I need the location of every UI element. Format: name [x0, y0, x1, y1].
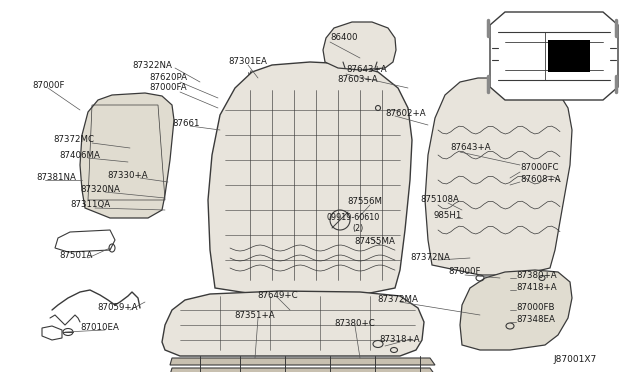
Polygon shape	[80, 93, 174, 218]
Polygon shape	[323, 22, 396, 70]
Polygon shape	[425, 78, 572, 275]
Text: 87501A: 87501A	[60, 250, 93, 260]
Polygon shape	[170, 368, 435, 372]
Text: 87330+A: 87330+A	[108, 170, 148, 180]
Polygon shape	[490, 12, 618, 100]
Text: 87643+A: 87643+A	[450, 144, 491, 153]
Text: 87301EA: 87301EA	[228, 58, 268, 67]
Text: 87010EA: 87010EA	[81, 323, 120, 331]
Text: 87351+A: 87351+A	[235, 311, 275, 320]
Polygon shape	[460, 270, 572, 350]
Text: (2): (2)	[353, 224, 364, 232]
Text: 87318+A: 87318+A	[380, 336, 420, 344]
Polygon shape	[170, 358, 435, 365]
Text: 09919-60610: 09919-60610	[326, 214, 380, 222]
Text: 87643+A: 87643+A	[346, 65, 387, 74]
Text: 87322NA: 87322NA	[132, 61, 172, 70]
Text: 87455MA: 87455MA	[355, 237, 396, 247]
Text: 87608+A: 87608+A	[520, 176, 561, 185]
Text: 87372NA: 87372NA	[410, 253, 450, 263]
FancyArrowPatch shape	[249, 71, 252, 76]
Text: 87418+A: 87418+A	[516, 282, 557, 292]
Text: 86400: 86400	[330, 33, 358, 42]
Text: J87001X7: J87001X7	[554, 356, 597, 365]
Text: 87406MA: 87406MA	[60, 151, 100, 160]
Text: 87372MA: 87372MA	[378, 295, 419, 305]
Text: 985H1: 985H1	[434, 211, 462, 219]
Text: 87348EA: 87348EA	[516, 315, 555, 324]
Text: 87000FA: 87000FA	[149, 83, 187, 93]
Text: 87603+A: 87603+A	[337, 76, 378, 84]
Text: 87620PA: 87620PA	[149, 74, 187, 83]
Text: 87059+A: 87059+A	[98, 304, 138, 312]
Text: 87000FC: 87000FC	[520, 164, 559, 173]
Text: 87320NA: 87320NA	[80, 186, 120, 195]
Bar	[548, 40, 590, 72]
Text: 87000F: 87000F	[449, 267, 481, 276]
Text: 87380+C: 87380+C	[335, 318, 376, 327]
Text: 87380+A: 87380+A	[516, 270, 557, 279]
Polygon shape	[162, 291, 424, 356]
Text: 87602+A: 87602+A	[385, 109, 426, 118]
Text: 87311QA: 87311QA	[70, 201, 110, 209]
Text: 875108A: 875108A	[420, 196, 460, 205]
Text: 87381NA: 87381NA	[36, 173, 76, 182]
Text: 87000F: 87000F	[32, 80, 65, 90]
Polygon shape	[208, 62, 412, 298]
Text: 87661: 87661	[172, 119, 200, 128]
Text: 87556M: 87556M	[348, 198, 383, 206]
Text: 87000FB: 87000FB	[516, 304, 554, 312]
Text: 87372MC: 87372MC	[54, 135, 95, 144]
Text: 87649+C: 87649+C	[258, 292, 298, 301]
